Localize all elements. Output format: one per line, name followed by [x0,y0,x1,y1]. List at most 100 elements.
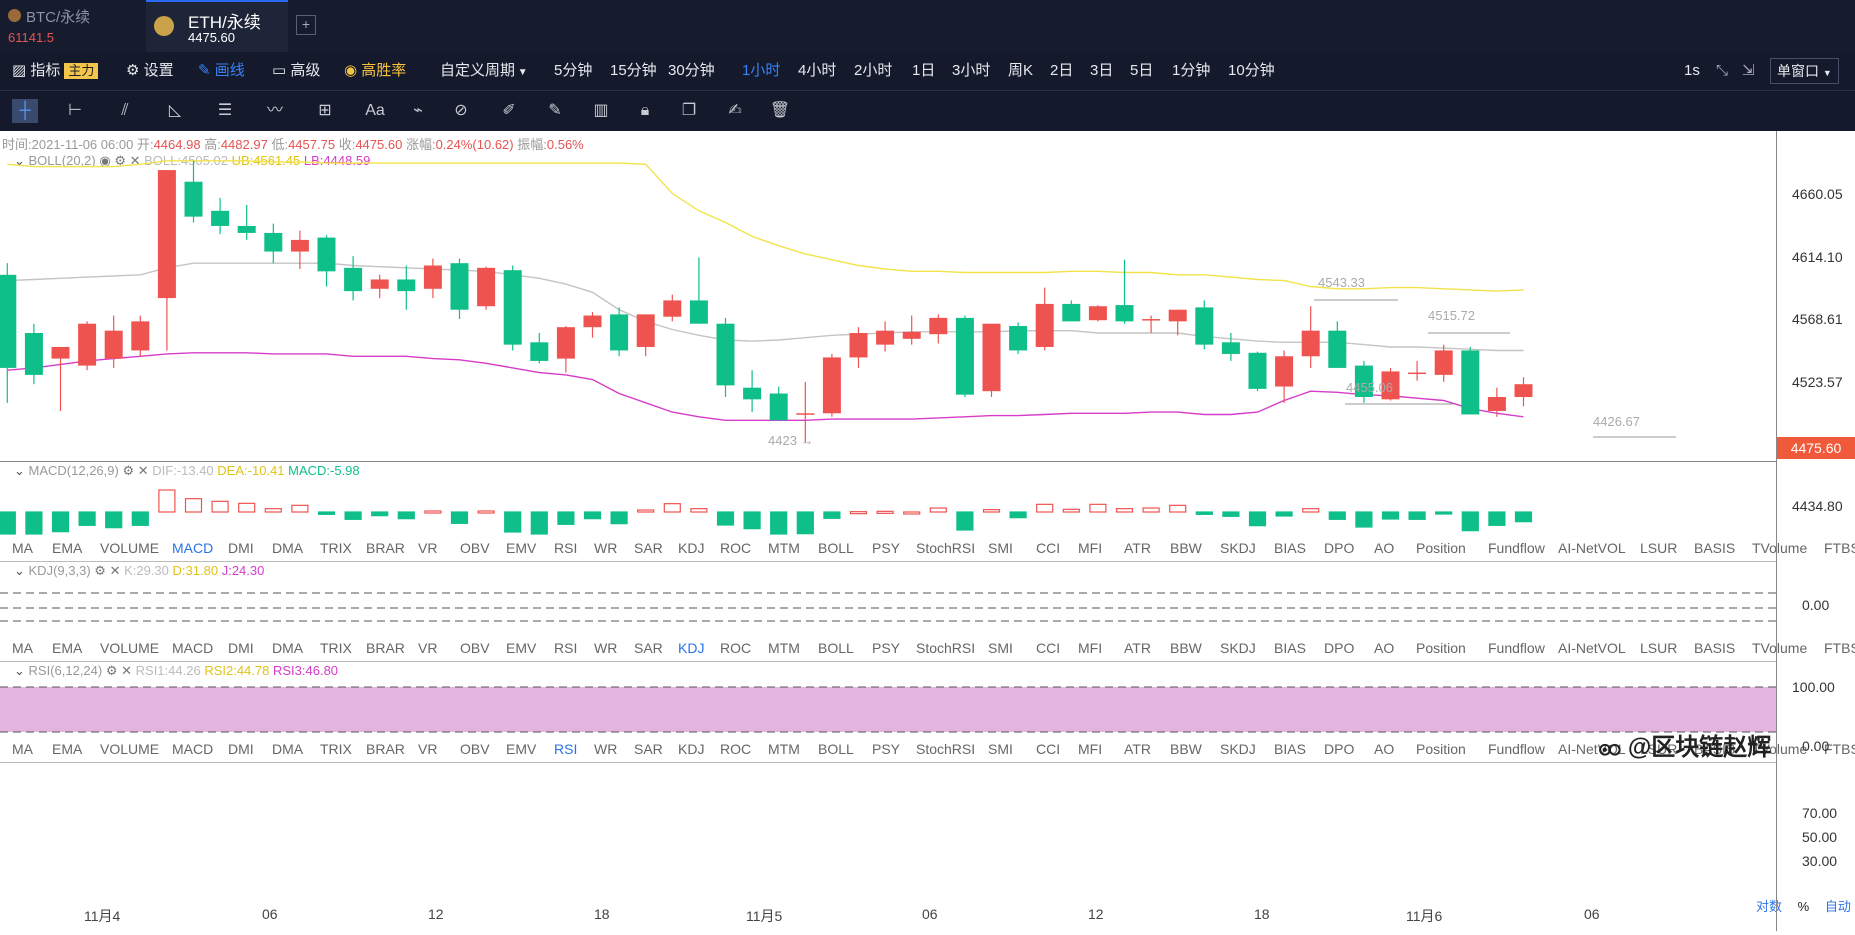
indicator-tab-stochrsi[interactable]: StochRSI [916,540,976,556]
indicator-tab-bias[interactable]: BIAS [1274,741,1306,757]
indicator-tab-boll[interactable]: BOLL [818,741,854,757]
period-1[interactable]: 15分钟 [610,62,657,79]
period-5[interactable]: 2小时 [854,62,893,79]
indicator-tab-psy[interactable]: PSY [872,741,901,757]
screenshot-icon[interactable]: ⇲ [1742,62,1755,79]
indicator-tab-obv[interactable]: OBV [460,540,490,556]
hline-tool-icon[interactable]: ⊢ [68,102,82,119]
indicator-tab-dpo[interactable]: DPO [1324,741,1355,757]
indicator-tab-mtm[interactable]: MTM [768,640,800,656]
indicator-tab-ema[interactable]: EMA [52,640,83,656]
indicator-tab-fundflow[interactable]: Fundflow [1488,540,1545,556]
eye-icon[interactable]: ◉ [99,153,115,168]
indicator-tab-dmi[interactable]: DMI [228,640,254,656]
indicator-tab-trix[interactable]: TRIX [320,741,352,757]
indicator-tab-dma[interactable]: DMA [272,741,304,757]
indicator-tab-dmi[interactable]: DMI [228,540,254,556]
indicator-tab-ao[interactable]: AO [1374,540,1395,556]
indicator-tab-volume[interactable]: VOLUME [100,640,160,656]
copy-icon[interactable]: ❐ [681,102,697,119]
period-13[interactable]: 10分钟 [1228,62,1275,79]
period-2[interactable]: 30分钟 [668,62,715,79]
crosshair-icon[interactable]: ┼ [12,99,38,123]
close-icon[interactable]: ✕ [121,663,136,678]
period-4[interactable]: 4小时 [798,62,837,79]
text-tool-icon[interactable]: Aa [365,102,385,119]
ruler-icon[interactable]: ✐ [502,102,516,119]
period-3[interactable]: 1小时 [742,62,781,79]
indicator-tab-bias[interactable]: BIAS [1274,540,1306,556]
period-10[interactable]: 3日 [1090,62,1114,79]
indicator-tab-macd[interactable]: MACD [172,540,214,556]
indicator-tab-psy[interactable]: PSY [872,540,901,556]
bars-icon[interactable]: ▥ [593,102,609,119]
indicator-tab-ema[interactable]: EMA [52,741,83,757]
indicator-tab-emv[interactable]: EMV [506,741,537,757]
indicator-tab-position[interactable]: Position [1416,741,1466,757]
indicator-tab-trix[interactable]: TRIX [320,640,352,656]
indicator-tab-mtm[interactable]: MTM [768,741,800,757]
indicator-tab-kdj[interactable]: KDJ [678,540,705,556]
indicator-tab-sar[interactable]: SAR [634,640,663,656]
indicator-tab-stochrsi[interactable]: StochRSI [916,640,976,656]
indicator-tab-bbw[interactable]: BBW [1170,640,1202,656]
indicator-tab-mfi[interactable]: MFI [1078,741,1103,757]
indicator-tab-brar[interactable]: BRAR [366,741,405,757]
indicator-tab-wr[interactable]: WR [594,741,618,757]
indicator-tab-bias[interactable]: BIAS [1274,640,1306,656]
indicator-tab-brar[interactable]: BRAR [366,540,405,556]
lock-icon[interactable]: 🔒︎ [640,102,650,119]
indicator-tab-mtm[interactable]: MTM [768,540,800,556]
indicator-tab-wr[interactable]: WR [594,640,618,656]
indicator-tab-lsur[interactable]: LSUR [1640,741,1678,757]
indicator-tab-trix[interactable]: TRIX [320,540,352,556]
gear-icon[interactable]: ⚙ [114,153,130,168]
indicator-tab-macd[interactable]: MACD [172,741,214,757]
add-tab-button[interactable]: + [296,15,316,35]
brush-icon[interactable]: ✎ [548,102,562,119]
close-icon[interactable]: ✕ [109,563,125,578]
indicator-tab-smi[interactable]: SMI [988,741,1013,757]
indicator-tab-dma[interactable]: DMA [272,640,304,656]
indicator-tab-skdj[interactable]: SKDJ [1220,640,1256,656]
indicator-tab-rsi[interactable]: RSI [554,540,578,556]
indicator-tab-tvolume[interactable]: TVolume [1752,540,1808,556]
indicator-tab-tvolume[interactable]: TVolume [1752,741,1808,757]
advanced-button[interactable]: ▭ 高级 [272,62,321,79]
indicator-tab-ai-netvol[interactable]: AI-NetVOL [1558,540,1626,556]
percent-toggle[interactable]: % [1797,899,1810,914]
indicator-tab-skdj[interactable]: SKDJ [1220,540,1256,556]
winrate-button[interactable]: ◉ 高胜率 [344,62,407,79]
indicator-tab-fundflow[interactable]: Fundflow [1488,741,1545,757]
indicator-tab-roc[interactable]: ROC [720,640,752,656]
indicator-tab-boll[interactable]: BOLL [818,540,854,556]
indicator-tab-dma[interactable]: DMA [272,540,304,556]
indicator-tab-basis[interactable]: BASIS [1694,741,1736,757]
indicator-tab-position[interactable]: Position [1416,640,1466,656]
edit-icon[interactable]: ✍ [728,102,742,119]
indicator-tab-mfi[interactable]: MFI [1078,640,1103,656]
indicator-tab-basis[interactable]: BASIS [1694,540,1736,556]
indicator-tab-smi[interactable]: SMI [988,640,1013,656]
draw-button[interactable]: ✎ 画线 [198,62,245,79]
period-7[interactable]: 3小时 [952,62,991,79]
close-icon[interactable]: ✕ [137,463,153,478]
indicator-tab-volume[interactable]: VOLUME [100,741,160,757]
chart-area[interactable]: 时间:2021-11-06 06:00 开:4464.98 高:4482.97 … [0,131,1855,931]
indicator-tab-cci[interactable]: CCI [1036,540,1061,556]
candlestick-chart[interactable] [0,131,1776,931]
indicator-tab-stochrsi[interactable]: StochRSI [916,741,976,757]
gear-icon[interactable]: ⚙ [105,663,122,678]
settings-button[interactable]: ⚙ 设置 [126,62,174,79]
indicator-tab-vr[interactable]: VR [418,741,438,757]
period-12[interactable]: 1分钟 [1172,62,1211,79]
indicator-tab-smi[interactable]: SMI [988,540,1013,556]
indicator-tab-fundflow[interactable]: Fundflow [1488,640,1545,656]
period-11[interactable]: 5日 [1130,62,1154,79]
indicator-tab-psy[interactable]: PSY [872,640,901,656]
indicator-tab-ftbs[interactable]: FTBS [1824,741,1855,757]
auto-toggle[interactable]: 自动 [1824,899,1851,914]
indicator-tab-position[interactable]: Position [1416,540,1466,556]
indicator-tab-roc[interactable]: ROC [720,741,752,757]
indicator-tab-ma[interactable]: MA [12,640,33,656]
